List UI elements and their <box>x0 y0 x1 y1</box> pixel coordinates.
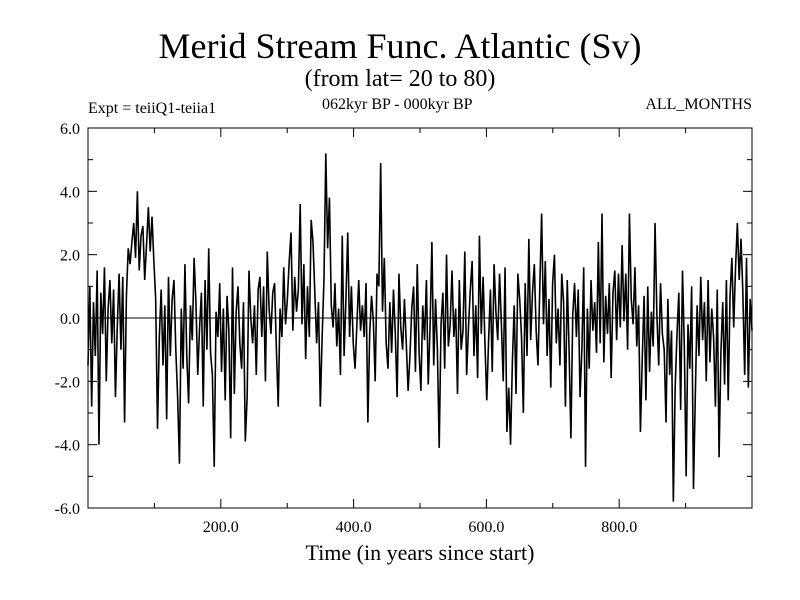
y-tick-label: -2.0 <box>55 374 80 391</box>
chart-subtitle: (from lat= 20 to 80) <box>304 66 496 92</box>
y-tick-label: -4.0 <box>55 438 80 455</box>
y-tick-label: 4.0 <box>60 184 80 201</box>
y-tick-label: 0.0 <box>60 311 80 328</box>
axis-tick-labels: -6.0 -4.0 -2.0 0.0 2.0 4.0 6.0 200.0 400.0 600.0 8… <box>55 121 638 536</box>
period-label: 062kyr BP - 000kyr BP <box>322 96 473 113</box>
x-tick-label: 800.0 <box>601 519 637 536</box>
experiment-label: Expt = teiiQ1-teiia1 <box>88 100 217 117</box>
x-tick-label: 200.0 <box>203 519 239 536</box>
x-tick-label: 600.0 <box>468 519 504 536</box>
series-line <box>87 153 753 502</box>
plot-frame <box>87 127 753 509</box>
y-tick-label: 6.0 <box>60 121 80 138</box>
y-tick-label: -6.0 <box>55 501 80 518</box>
x-tick-label: 400.0 <box>336 519 372 536</box>
y-tick-label: 2.0 <box>60 248 80 265</box>
months-label: ALL_MONTHS <box>645 96 752 113</box>
x-axis-label: Time (in years since start) <box>306 540 535 565</box>
chart-title: Merid Stream Func. Atlantic (Sv) <box>158 26 642 66</box>
